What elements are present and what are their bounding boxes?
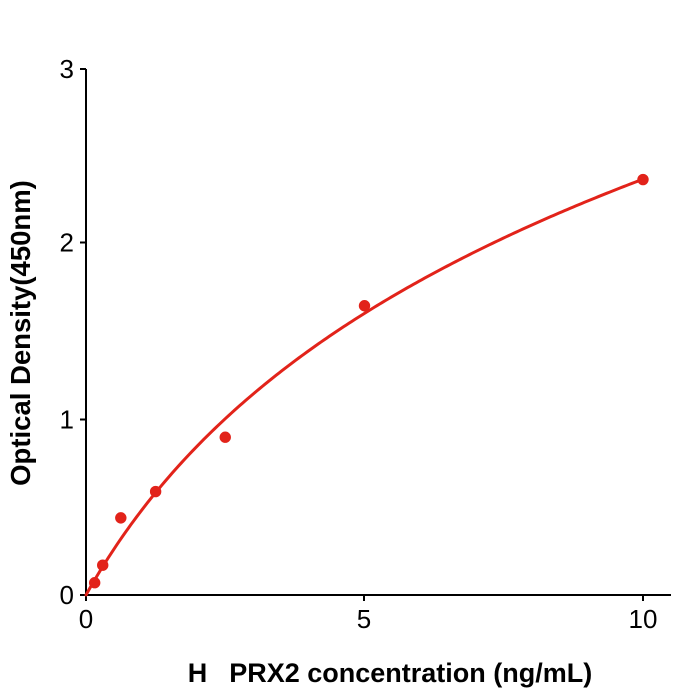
svg-text:2: 2 [60,228,74,258]
svg-text:3: 3 [60,54,74,84]
svg-text:Optical Density(450nm): Optical Density(450nm) [5,180,36,486]
svg-text:0: 0 [79,604,93,634]
svg-text:5: 5 [357,604,371,634]
svg-text:10: 10 [629,604,658,634]
svg-text:1: 1 [60,405,74,435]
svg-text:0: 0 [60,580,74,610]
